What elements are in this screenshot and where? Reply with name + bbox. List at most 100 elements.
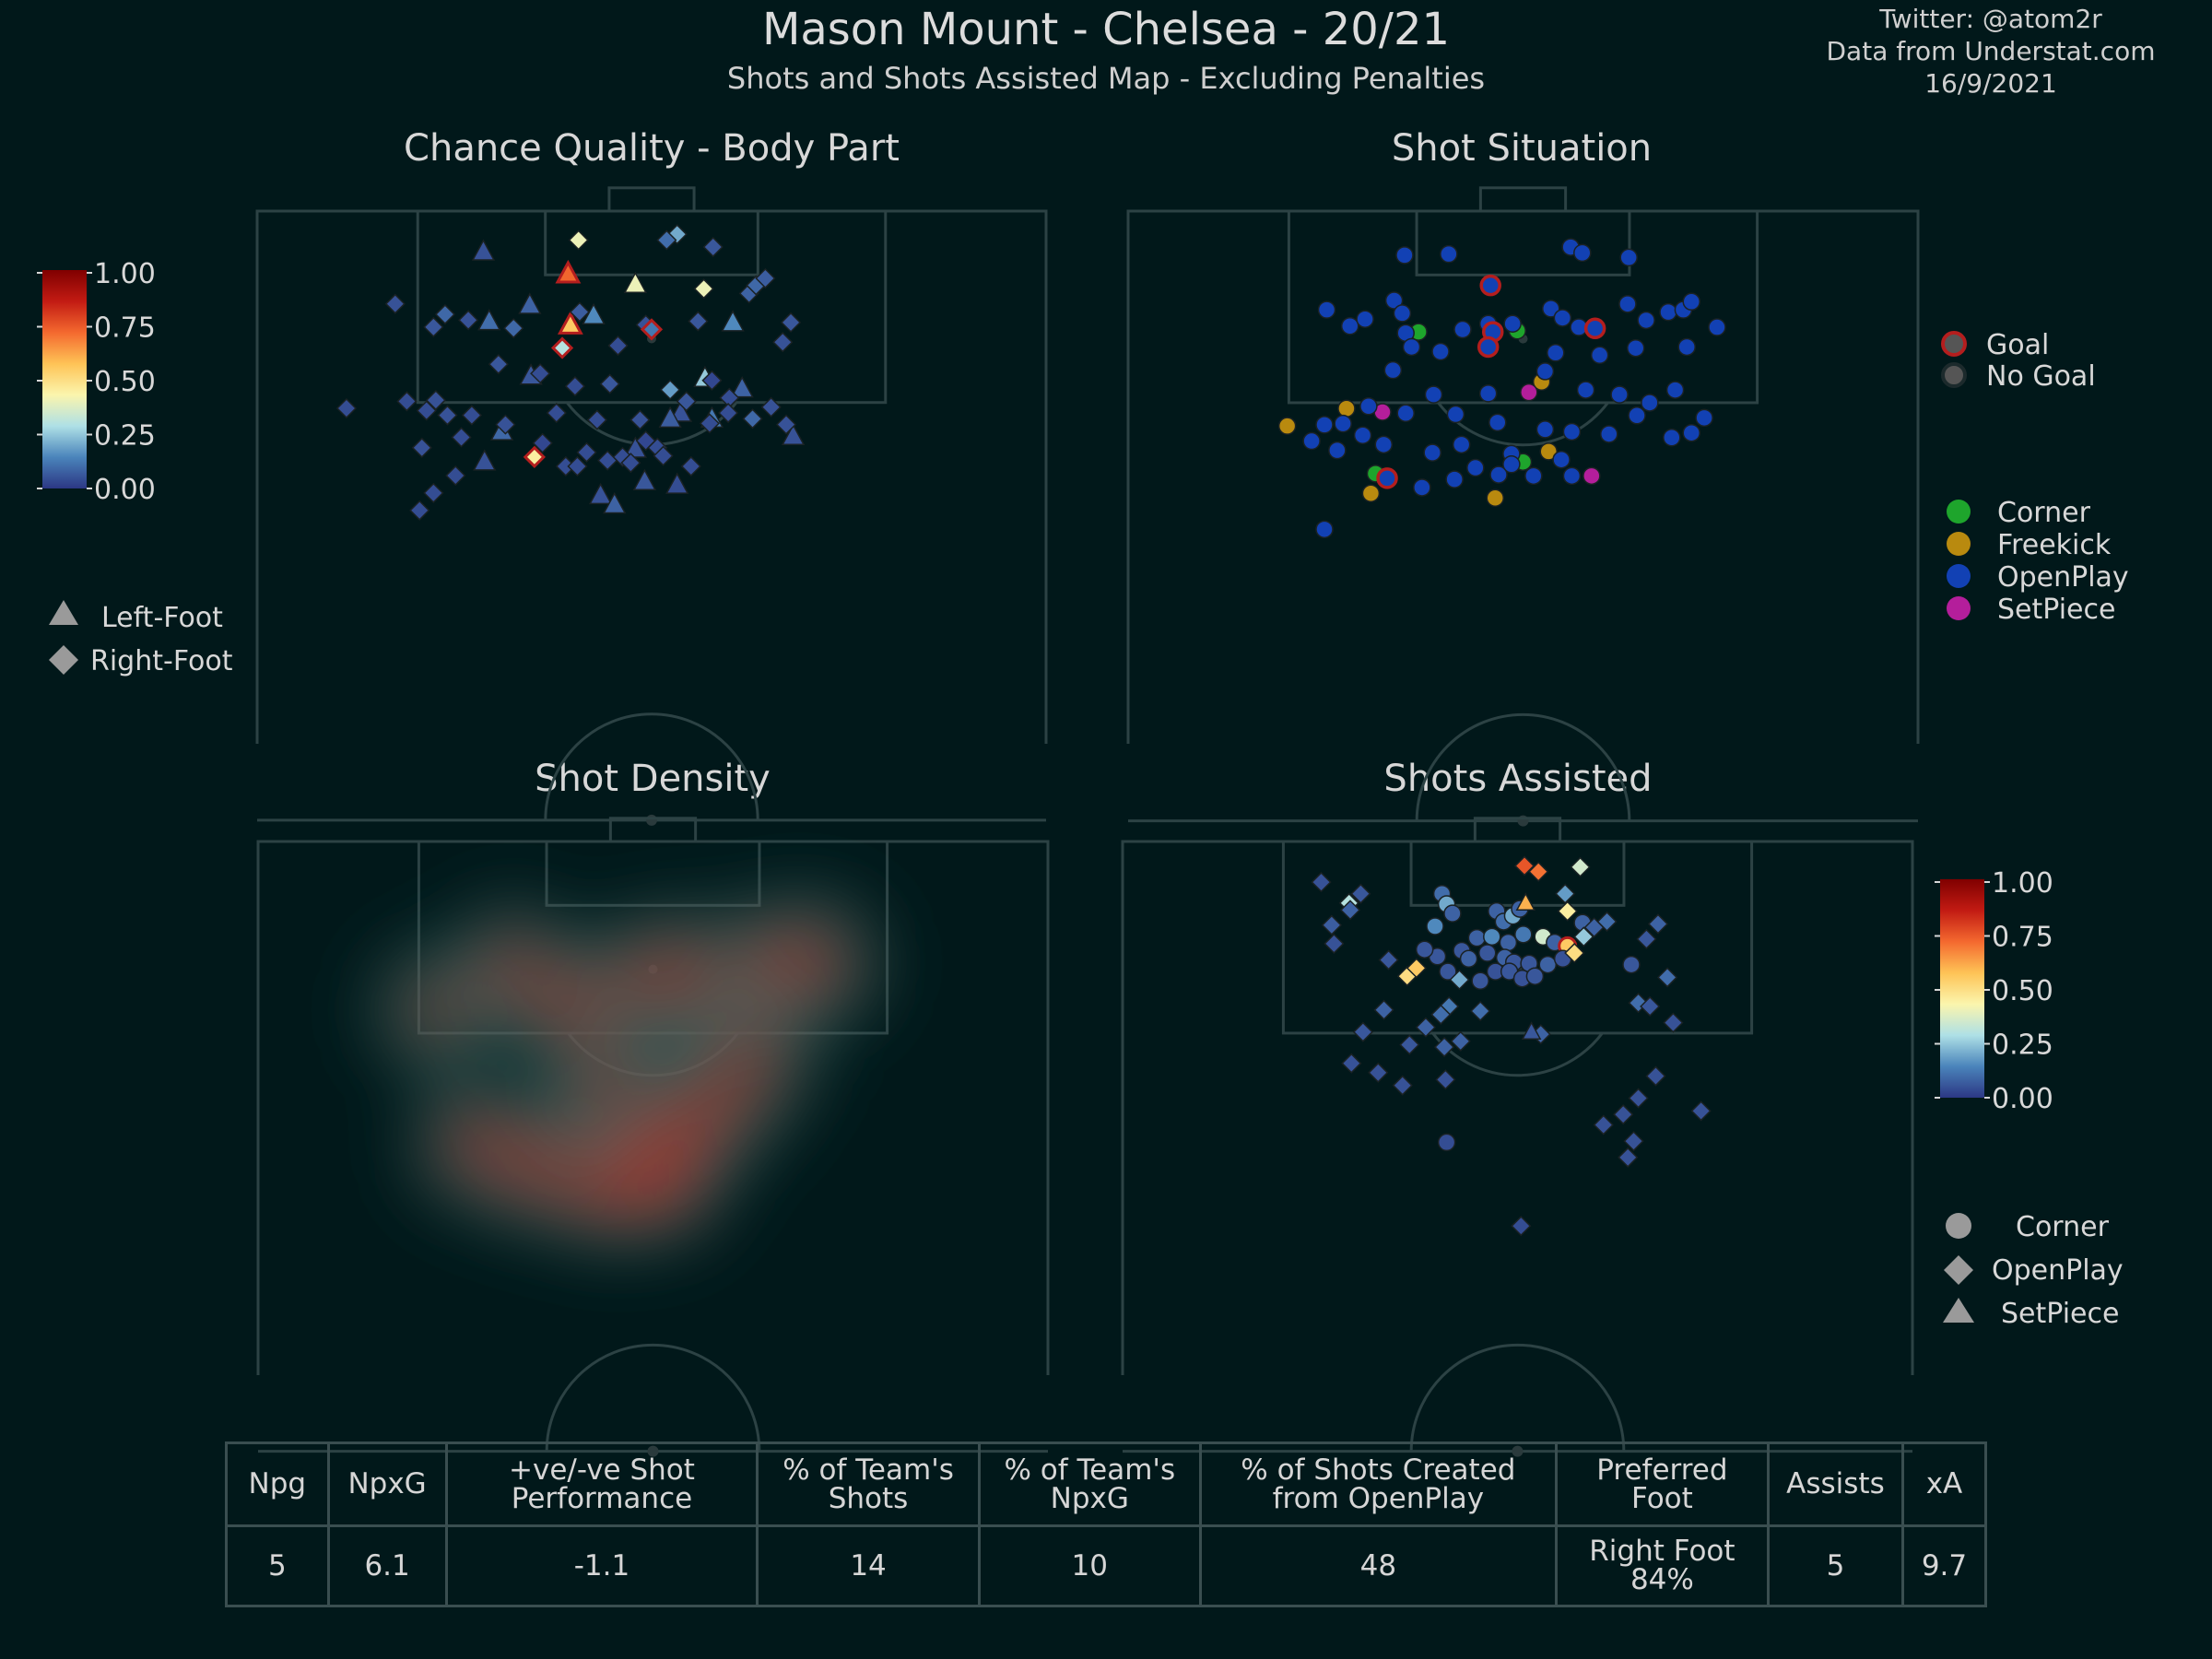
density-core bbox=[500, 1129, 574, 1204]
no-goal-ring-icon bbox=[1941, 362, 1967, 388]
assisted-shot-point bbox=[1399, 1034, 1420, 1055]
shot-point bbox=[471, 239, 496, 261]
colorbar-chance-quality: 1.00 0.75 0.50 0.25 0.00 bbox=[37, 258, 156, 506]
stats-table: Npg NpxG +ve/-ve Shot Performance % of T… bbox=[225, 1441, 1988, 1607]
assisted-shot-point bbox=[1459, 949, 1478, 969]
assisted-shot-point bbox=[1467, 928, 1487, 947]
credit-source: Data from Understat.com bbox=[1826, 36, 2156, 66]
situation-dot-icon bbox=[1947, 500, 1971, 524]
circle-icon bbox=[1946, 1213, 1971, 1239]
shot-point bbox=[1524, 466, 1543, 486]
shot-density-heatmap bbox=[373, 898, 880, 1249]
shot-point bbox=[1682, 423, 1700, 442]
assisted-shot-point bbox=[1570, 856, 1591, 877]
shot-point bbox=[1446, 405, 1465, 424]
stats-header-cell: Assists bbox=[1766, 1441, 1904, 1527]
assisted-shot-point bbox=[1528, 861, 1549, 882]
assisted-shot-point bbox=[1449, 969, 1470, 991]
density-core bbox=[535, 967, 609, 1041]
shot-point bbox=[384, 293, 406, 314]
shot-point bbox=[629, 409, 651, 430]
assisted-shot-point bbox=[1406, 958, 1427, 979]
stats-value-cell: 6.1 bbox=[326, 1524, 448, 1607]
goal bbox=[1478, 186, 1568, 213]
situation-dot-icon bbox=[1947, 564, 1971, 588]
shot-point bbox=[1353, 426, 1372, 444]
stats-value-cell: Right Foot 84% bbox=[1554, 1524, 1770, 1607]
assisted-shot-point bbox=[1647, 913, 1669, 935]
assisted-shot-point bbox=[1499, 933, 1518, 952]
colorbar-tick-label: 0.75 bbox=[1992, 922, 2053, 954]
shot-point bbox=[1610, 385, 1629, 404]
pitch bbox=[255, 186, 1048, 826]
colorbar-tick-label: 0.25 bbox=[94, 420, 156, 453]
shot-point bbox=[1489, 465, 1508, 484]
stats-value-cell: 9.7 bbox=[1900, 1524, 1988, 1607]
shot-point bbox=[568, 229, 589, 251]
panel-title-shot-density: Shot Density bbox=[535, 758, 771, 800]
shot-point bbox=[603, 491, 627, 514]
shot-point bbox=[1583, 317, 1606, 340]
chart-marks bbox=[335, 224, 1726, 1237]
stats-header-cell: % of Team's NpxG bbox=[977, 1441, 1202, 1527]
shot-point bbox=[1452, 435, 1471, 454]
pitch-outline bbox=[1126, 209, 1920, 744]
shot-point bbox=[1486, 488, 1505, 508]
shot-point bbox=[1423, 443, 1441, 462]
shot-point bbox=[1535, 362, 1555, 381]
assisted-shot-point bbox=[1352, 1021, 1373, 1042]
shot-point bbox=[607, 335, 629, 357]
assisted-shot-point bbox=[1378, 949, 1399, 971]
shot-point bbox=[530, 363, 551, 384]
colorbar-tick-label: 1.00 bbox=[1992, 867, 2053, 900]
shot-point bbox=[1424, 385, 1443, 404]
goal-ring-icon bbox=[1941, 331, 1967, 357]
center-circle bbox=[544, 712, 759, 820]
assisted-shot-point bbox=[1613, 1104, 1634, 1125]
shot-point bbox=[780, 312, 802, 333]
shot-point bbox=[555, 259, 582, 284]
assisted-shot-point bbox=[1596, 911, 1618, 933]
assisted-shot-point bbox=[1350, 883, 1371, 904]
density-core bbox=[401, 972, 476, 1047]
legend-label: Freekick bbox=[1997, 529, 2112, 561]
assisted-shot-point bbox=[1434, 1037, 1455, 1058]
stats-header-cell: % of Team's Shots bbox=[756, 1441, 981, 1527]
shot-point bbox=[409, 500, 430, 521]
shot-point bbox=[1576, 381, 1595, 399]
panel-title-shots-assisted: Shots Assisted bbox=[1383, 758, 1653, 800]
shot-point bbox=[721, 310, 745, 332]
shot-point bbox=[396, 391, 418, 412]
shot-point bbox=[586, 409, 607, 430]
shot-point bbox=[1431, 342, 1450, 361]
shot-point bbox=[1402, 337, 1421, 357]
shot-point bbox=[1328, 441, 1347, 460]
goal bbox=[608, 817, 698, 843]
assisted-shot-point bbox=[1628, 1088, 1649, 1109]
shot-point bbox=[658, 406, 682, 429]
shot-point bbox=[1618, 295, 1637, 313]
shot-point bbox=[1562, 466, 1582, 486]
assisted-shot-point bbox=[1339, 900, 1361, 921]
density-core bbox=[570, 1147, 644, 1221]
assisted-shot-point bbox=[1564, 942, 1585, 964]
legend-body-part: Left-Foot Right-Foot bbox=[49, 600, 233, 677]
shot-point bbox=[1479, 274, 1501, 297]
shot-point bbox=[702, 236, 724, 258]
legend-label: Corner bbox=[2016, 1211, 2110, 1243]
shot-point bbox=[423, 482, 444, 503]
shot-point bbox=[458, 310, 479, 331]
shot-point bbox=[1695, 408, 1713, 428]
shot-point bbox=[451, 427, 472, 448]
shot-point bbox=[546, 402, 567, 424]
legend-label: Left-Foot bbox=[101, 602, 223, 634]
credit-date: 16/9/2021 bbox=[1924, 68, 2057, 99]
assisted-shot-point bbox=[1311, 872, 1332, 893]
shot-point bbox=[588, 482, 613, 505]
shot-point bbox=[772, 332, 794, 353]
stats-value-cell: 10 bbox=[977, 1524, 1202, 1607]
goal bbox=[1473, 817, 1562, 843]
shot-point bbox=[1541, 300, 1560, 318]
shot-point bbox=[1393, 304, 1412, 323]
center-circle bbox=[1415, 712, 1631, 821]
